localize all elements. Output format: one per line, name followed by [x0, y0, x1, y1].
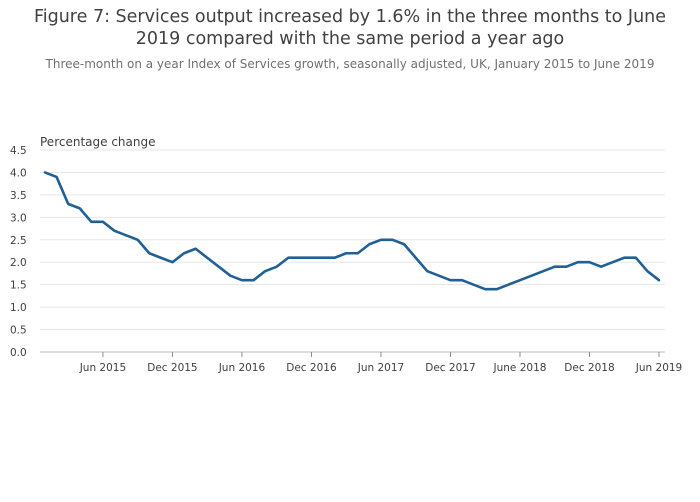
series-group: [43, 171, 661, 291]
chart-title-line-2: 2019 compared with the same period a yea…: [135, 29, 565, 49]
x-tick-label: Dec 2016: [286, 362, 337, 374]
series-line: [43, 171, 661, 291]
y-tick-label: 4.5: [10, 145, 27, 157]
y-tick-label: 4.0: [10, 167, 27, 179]
chart-title: Figure 7: Services output increased by 1…: [0, 6, 700, 50]
x-tick-label: Dec 2018: [564, 362, 614, 374]
x-tick-label: June 2018: [493, 362, 547, 374]
y-tick-label: 0.5: [10, 325, 27, 337]
chart-subtitle: Three-month on a year Index of Services …: [45, 57, 655, 71]
x-tick-label: Jun 2017: [357, 362, 404, 374]
y-tick-label: 2.0: [10, 257, 27, 269]
x-tick-label: Dec 2015: [147, 362, 197, 374]
y-tick-label: 3.5: [10, 190, 27, 202]
x-tick-label: Jun 2019: [635, 362, 682, 374]
y-tick-label: 1.5: [10, 280, 27, 292]
gridlines: [40, 149, 665, 353]
y-tick-label: 1.0: [10, 302, 27, 314]
x-tick-label: Dec 2017: [425, 362, 475, 374]
y-tick-label: 2.5: [10, 235, 27, 247]
x-tick-label: Jun 2016: [218, 362, 266, 374]
y-axis-ticks: 0.0 0.5 1.0 1.5 2.0 2.5 3.0 3.5 4.0 4.5: [10, 145, 27, 359]
y-tick-label: 0.0: [10, 347, 27, 359]
x-tick-label: Jun 2015: [79, 362, 126, 374]
chart-title-line-1: Figure 7: Services output increased by 1…: [33, 7, 667, 27]
y-axis-label: Percentage change: [40, 135, 155, 149]
y-tick-label: 3.0: [10, 212, 27, 224]
x-axis-ticks: Jun 2015 Dec 2015 Jun 2016 Dec 2016 Jun 2017…: [79, 352, 682, 374]
